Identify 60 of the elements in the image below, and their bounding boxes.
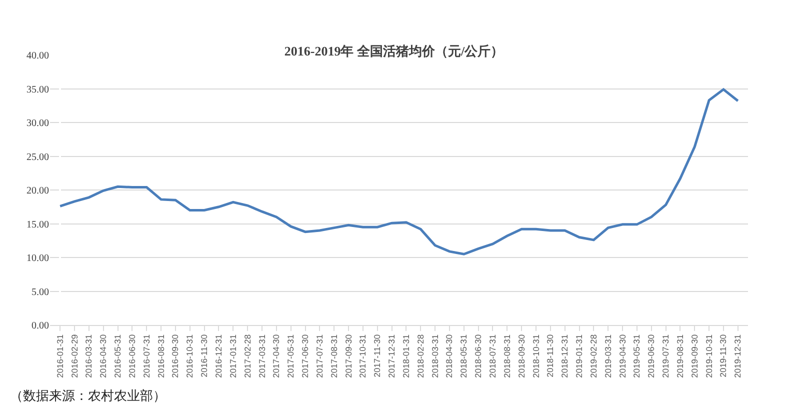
x-tick-label: 2017-12-31 bbox=[386, 334, 397, 378]
line-series bbox=[58, 88, 740, 256]
text: （数据来源：农村农业部） bbox=[10, 389, 166, 404]
x-tick-label: 2017-09-30 bbox=[343, 334, 354, 378]
x-tick-label: 2019-12-31 bbox=[732, 334, 743, 378]
x-tick-label: 2019-08-31 bbox=[674, 334, 685, 378]
x-tick-label: 2018-09-30 bbox=[516, 334, 526, 378]
x-tick-label: 2018-01-31 bbox=[400, 334, 411, 378]
y-tick-label: 5.00 bbox=[32, 286, 49, 298]
x-tick-label: 2018-12-31 bbox=[560, 334, 570, 378]
x-tick-label: 2017-06-30 bbox=[300, 334, 310, 378]
y-tick-label: 20.00 bbox=[26, 186, 49, 196]
y-tick-label: 30.00 bbox=[26, 118, 49, 129]
x-tick-label: 2017-02-28 bbox=[242, 334, 252, 378]
x-tick-label: 2018-03-31 bbox=[430, 334, 440, 378]
y-tick-label: 0.00 bbox=[32, 320, 49, 332]
chart-title: 2016-2019年 全国活猪均价（元/公斤） bbox=[284, 43, 504, 58]
x-tick-label: 2018-10-31 bbox=[530, 334, 541, 378]
x-tick-label: 2017-04-30 bbox=[271, 334, 282, 378]
x-tick-label: 2017-01-31 bbox=[228, 334, 238, 378]
x-tick-label: 2018-04-30 bbox=[444, 334, 454, 378]
y-tick-label: 40.00 bbox=[26, 50, 49, 62]
x-tick-label: 2019-04-30 bbox=[617, 334, 628, 378]
x-tick-label: 2018-11-30 bbox=[545, 334, 556, 378]
x-tick-label: 2017-03-31 bbox=[256, 334, 267, 378]
x-tick-label: 2016-03-31 bbox=[84, 334, 94, 378]
x-tick-label: 2016-08-31 bbox=[156, 334, 166, 378]
x-tick-label: 2017-07-31 bbox=[314, 334, 324, 378]
x-tick-label: 2019-09-30 bbox=[689, 334, 700, 378]
x-tick-label: 2016-06-30 bbox=[126, 334, 137, 378]
x-tick-label: 2018-08-31 bbox=[502, 334, 512, 378]
x-tick-label: 2017-08-31 bbox=[328, 334, 339, 378]
x-tick-label: 2018-07-31 bbox=[488, 334, 498, 378]
x-tick-label: 2017-05-31 bbox=[286, 334, 296, 378]
x-tick-label: 2019-03-31 bbox=[602, 334, 613, 378]
x-tick-label: 2019-10-31 bbox=[704, 334, 714, 378]
x-tick-label: 2016-01-31 bbox=[54, 334, 65, 378]
x-tick-label: 2019-07-31 bbox=[660, 334, 671, 378]
x-tick-label: 2016-04-30 bbox=[98, 334, 108, 378]
x-tick-label: 2019-05-31 bbox=[632, 334, 642, 378]
x-tick-label: 2016-05-31 bbox=[112, 334, 123, 378]
x-tick-label: 2016-02-29 bbox=[69, 334, 80, 378]
x-tick-label: 2019-01-31 bbox=[574, 334, 584, 378]
x-tick-label: 2018-02-28 bbox=[415, 334, 426, 378]
x-tick-label: 2019-02-28 bbox=[588, 334, 598, 378]
x-tick-label: 2018-06-30 bbox=[473, 334, 484, 378]
x-tick-label: 2016-09-30 bbox=[170, 334, 180, 378]
y-tick-label: 25.00 bbox=[26, 152, 49, 163]
x-tick-label: 2019-06-30 bbox=[646, 334, 656, 378]
x-tick-label: 2016-10-31 bbox=[184, 334, 195, 378]
x-tick-label: 2018-05-31 bbox=[458, 334, 469, 378]
x-tick-label: 2019-11-30 bbox=[718, 334, 728, 378]
x-tick-label: 2016-07-31 bbox=[141, 334, 152, 378]
y-tick-label: 35.00 bbox=[26, 84, 49, 96]
x-tick-label: 2016-11-30 bbox=[199, 334, 210, 378]
x-tick-label: 2016-12-31 bbox=[213, 334, 224, 378]
y-tick-label: 10.00 bbox=[26, 253, 49, 264]
x-tick-label: 2017-10-31 bbox=[358, 334, 368, 378]
x-tick-label: 2017-11-30 bbox=[372, 334, 382, 378]
y-tick-label: 15.00 bbox=[26, 219, 49, 230]
